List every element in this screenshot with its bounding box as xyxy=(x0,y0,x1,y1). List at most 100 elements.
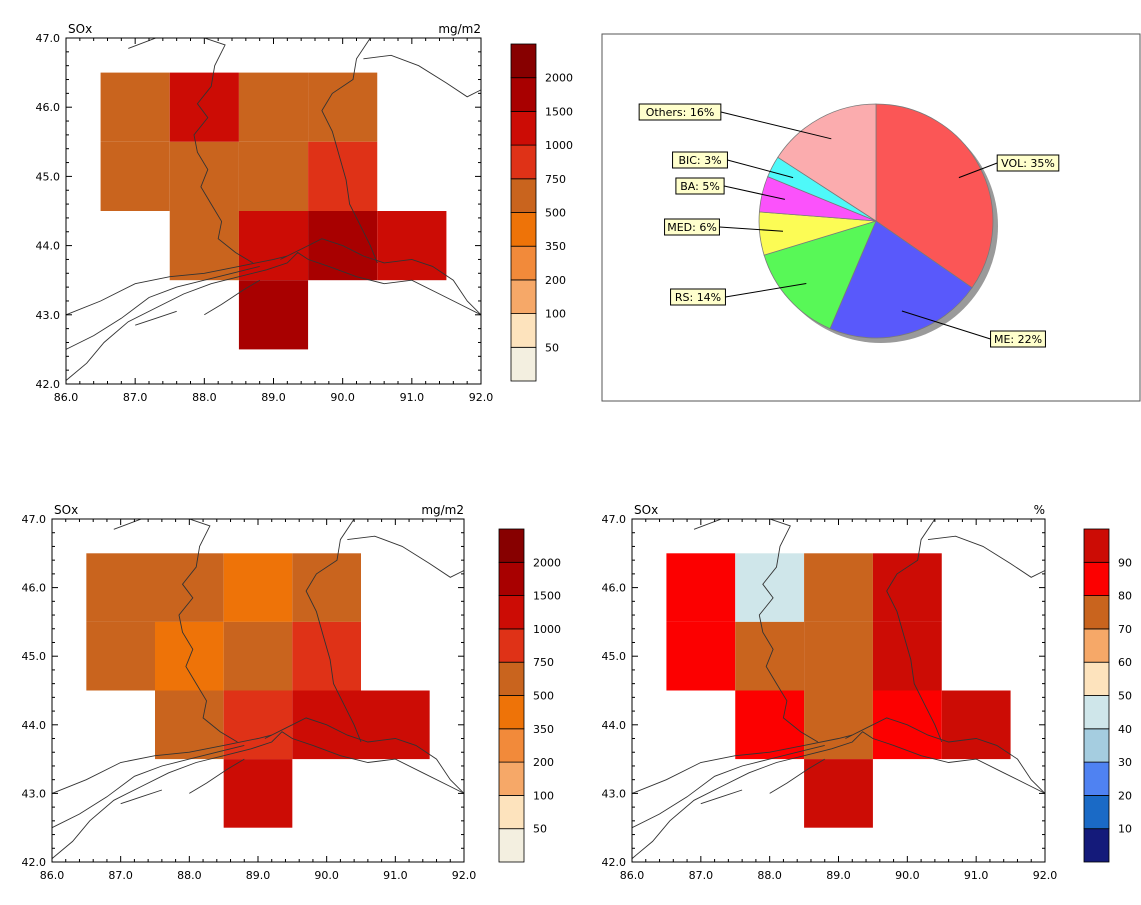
colorbar-swatch xyxy=(498,595,525,630)
colorbar-label: 80 xyxy=(1118,590,1132,603)
grid-cell xyxy=(804,759,873,828)
coastline-segment xyxy=(204,279,260,316)
map_bottom_left: 86.0 87.0 88.0 89.0 90.0 91.0 92.0 42.0 43.0 44.0… xyxy=(22,503,562,882)
colorbar-label: 50 xyxy=(533,823,547,836)
pie-leader-line xyxy=(727,159,794,179)
colorbar-swatch xyxy=(498,695,525,730)
colorbar-swatch xyxy=(1083,528,1110,563)
coastline-segment xyxy=(280,238,482,316)
map-unit: mg/m2 xyxy=(438,22,481,36)
pie-label-box xyxy=(996,154,1060,172)
y-tick-label: 47.0 xyxy=(22,513,47,526)
y-tick-label: 45.0 xyxy=(36,170,61,183)
x-tick-label: 89.0 xyxy=(826,869,851,882)
grid-cell xyxy=(804,690,873,760)
grid-cell xyxy=(238,72,309,142)
colorbar-label: 60 xyxy=(1118,656,1132,669)
colorbar-swatch xyxy=(498,561,525,596)
x-tick-label: 88.0 xyxy=(757,869,782,882)
ticks xyxy=(65,37,482,385)
colorbar-swatch xyxy=(510,144,537,180)
coastline-segment xyxy=(693,518,819,743)
grid-cell xyxy=(377,211,447,281)
ticks xyxy=(51,518,465,863)
grid-cell xyxy=(872,553,942,622)
grid-cell xyxy=(100,72,170,142)
coastline-segment xyxy=(135,310,177,326)
coastline-segment xyxy=(700,789,743,805)
y-tick-label: 43.0 xyxy=(22,787,47,800)
coastline-segment xyxy=(631,731,1046,859)
colorbar-label: 40 xyxy=(1118,723,1132,736)
coastline-segment xyxy=(631,734,853,794)
grid-cell xyxy=(86,621,155,691)
coastline-segment xyxy=(113,518,238,743)
colorbar-label: 500 xyxy=(533,690,554,703)
coastline-segment xyxy=(128,37,254,264)
coastline-segment xyxy=(305,518,362,743)
x-tick-label: 86.0 xyxy=(620,869,645,882)
colorbar: 50 100 200 350 500 750 1000 1500 2000 xyxy=(510,43,573,382)
map-unit: mg/m2 xyxy=(421,503,464,517)
coastline-segment xyxy=(65,255,288,316)
coastline-segment xyxy=(51,731,465,859)
grid-cell xyxy=(238,280,309,350)
colorbar-swatch xyxy=(510,77,537,112)
x-tick-label: 91.0 xyxy=(400,391,425,404)
y-tick-label: 42.0 xyxy=(22,856,47,869)
colorbar-swatch xyxy=(498,628,525,663)
colorbar-label: 1000 xyxy=(533,623,561,636)
coastline-segment xyxy=(51,734,272,794)
colorbar-swatch xyxy=(1083,728,1110,763)
colorbar-label: 1500 xyxy=(533,590,561,603)
pie-leader-line xyxy=(725,283,807,298)
colorbar: 50 100 200 350 500 750 1000 1500 2000 xyxy=(498,528,561,863)
colorbar-swatch xyxy=(498,761,525,796)
pie-leader-line xyxy=(719,226,784,232)
pie-leader-line xyxy=(958,162,998,179)
y-tick-label: 47.0 xyxy=(36,32,61,45)
grid-cell xyxy=(735,690,805,760)
coastline-segment xyxy=(631,744,825,829)
y-tick-label: 42.0 xyxy=(602,856,627,869)
colorbar-label: 50 xyxy=(545,341,559,354)
y-tick-label: 44.0 xyxy=(602,719,627,732)
x-tick-label: 91.0 xyxy=(964,869,989,882)
grid-cell xyxy=(223,553,293,622)
coastline xyxy=(631,518,1046,859)
pie-label: Others: 16% xyxy=(646,106,715,119)
grid-cell xyxy=(804,553,873,622)
pie-label-box xyxy=(638,103,722,121)
y-tick-label: 44.0 xyxy=(22,719,47,732)
y-tick-label: 46.0 xyxy=(22,582,47,595)
grid-cell xyxy=(169,141,239,211)
colorbar-swatch xyxy=(510,245,537,281)
coastline-segment xyxy=(65,251,482,381)
pie-label: VOL: 35% xyxy=(1001,157,1055,170)
colorbar-label: 50 xyxy=(1118,690,1132,703)
grid-cell xyxy=(169,211,239,281)
grid-cell xyxy=(292,621,361,691)
grid-cell xyxy=(223,690,293,760)
pie-leader-line xyxy=(723,185,786,200)
y-tick-label: 46.0 xyxy=(36,101,61,114)
grid-cell xyxy=(735,553,805,622)
coastline xyxy=(51,518,465,859)
colorbar-label: 500 xyxy=(545,207,566,220)
pie-label: ME: 22% xyxy=(994,333,1042,346)
x-tick-label: 86.0 xyxy=(40,869,65,882)
grid-cell xyxy=(155,690,224,760)
map_top_left: 86.0 87.0 88.0 89.0 90.0 91.0 92.0 42.0 43.0 44.0… xyxy=(36,22,574,404)
colorbar-swatch xyxy=(498,528,525,563)
coastline-segment xyxy=(65,265,260,350)
colorbar-swatch xyxy=(1083,561,1110,596)
coastline-segment xyxy=(321,37,378,264)
x-tick-label: 90.0 xyxy=(895,869,920,882)
pie-leader-line xyxy=(901,310,991,340)
grid-cell xyxy=(86,553,155,622)
pie-slice xyxy=(875,103,994,289)
coastline-segment xyxy=(845,717,1046,794)
map-title: SOx xyxy=(54,503,78,517)
pie-slice xyxy=(829,220,973,339)
